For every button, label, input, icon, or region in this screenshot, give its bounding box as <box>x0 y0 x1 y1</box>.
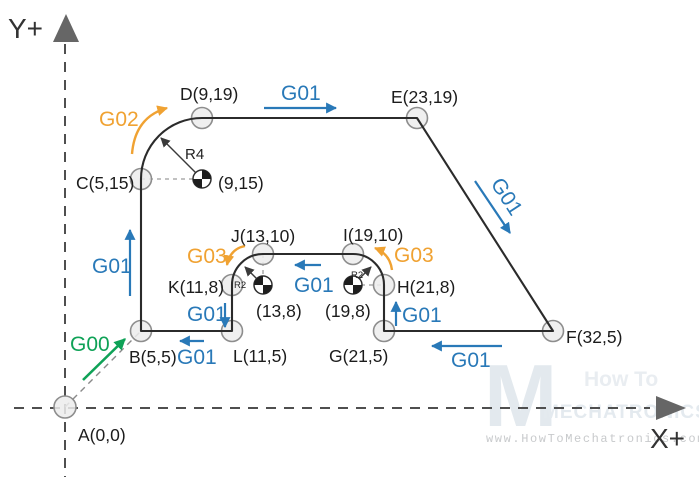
watermark-url: www.HowToMechatronics.com <box>486 432 699 446</box>
x-axis-arrowhead-icon <box>656 396 686 420</box>
move-arrow-c-to-d <box>130 105 169 155</box>
point-label-d: D(9,19) <box>180 84 238 104</box>
radius-label-r4: R4 <box>185 146 204 163</box>
y-axis-label: Y+ <box>8 13 43 44</box>
arc-center-3-symbol <box>343 275 363 295</box>
gcode-label-i-j: G01 <box>294 274 334 297</box>
move-arrow-h-to-i <box>373 246 394 271</box>
point-label-i: I(19,10) <box>343 225 403 245</box>
watermark-logo-m: M <box>484 346 557 445</box>
gcode-label-h-i: G03 <box>394 244 434 267</box>
gcode-label-d-e: G01 <box>281 82 321 105</box>
point-label-a: A(0,0) <box>78 425 126 445</box>
point-label-g: G(21,5) <box>329 346 388 366</box>
move-arrow-j-to-k <box>223 244 246 267</box>
gcode-label-l-b: G01 <box>177 346 217 369</box>
radius-label-r2-right: R2 <box>351 270 363 281</box>
move-arrow-e-to-f <box>474 180 511 234</box>
gcode-label-a-b: G00 <box>70 333 110 356</box>
arc-center-2-symbol <box>253 275 273 295</box>
rapid-path-a-to-b <box>64 330 142 408</box>
arc-center-2-label: (13,8) <box>256 301 302 321</box>
point-label-l: L(11,5) <box>233 346 287 366</box>
arc-center-3-label: (19,8) <box>325 301 371 321</box>
point-label-h: H(21,8) <box>397 277 455 297</box>
arc-center-1-symbol <box>192 169 212 189</box>
arc-center-1-label: (9,15) <box>218 173 264 193</box>
gcode-label-b-c: G01 <box>92 255 132 278</box>
y-axis-arrowhead-icon <box>53 14 79 42</box>
point-label-f: F(32,5) <box>566 327 622 347</box>
gcode-label-j-k: G03 <box>187 245 227 268</box>
gcode-label-f-g: G01 <box>451 349 491 372</box>
gcode-label-c-d: G02 <box>99 108 139 131</box>
gcode-label-e-f: G01 <box>486 174 527 220</box>
radius-label-r2-left: R2 <box>234 280 246 291</box>
point-label-c: C(5,15) <box>76 173 134 193</box>
watermark-brand-top: How To <box>584 368 658 391</box>
gcode-label-k-l: G01 <box>187 303 227 326</box>
rapid-arrow-a-to-b <box>82 338 126 381</box>
toolpath-profile <box>139 116 555 333</box>
point-label-k: K(11,8) <box>168 277 224 297</box>
x-axis-label: X+ <box>650 423 685 454</box>
point-label-b: B(5,5) <box>129 347 177 367</box>
gcode-label-g-h: G01 <box>402 304 442 327</box>
point-label-e: E(23,19) <box>391 87 458 107</box>
point-label-j: J(13,10) <box>231 226 295 246</box>
origin-a-node <box>53 395 77 419</box>
